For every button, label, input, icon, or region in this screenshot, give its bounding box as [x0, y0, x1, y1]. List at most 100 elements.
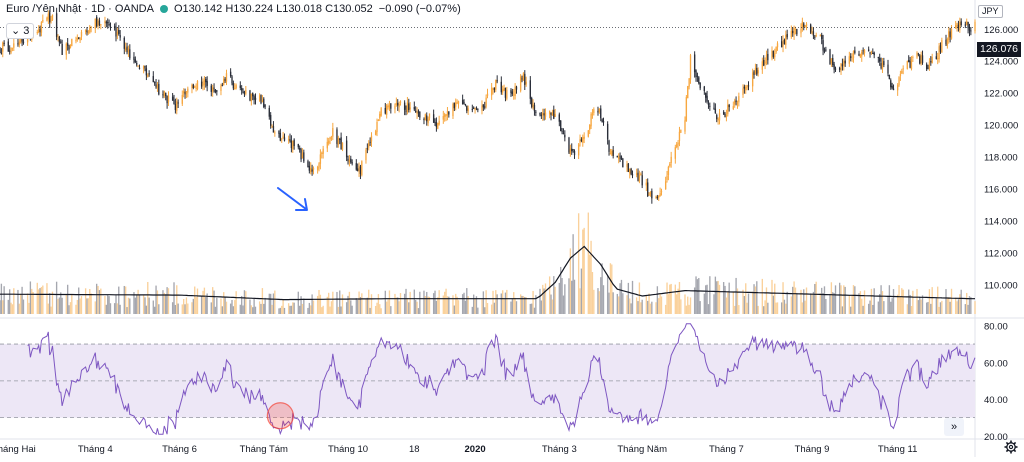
volume-bar — [138, 295, 141, 314]
volume-bar — [684, 294, 686, 314]
volume-bar — [312, 300, 315, 314]
time-axis-tick: 18 — [409, 444, 420, 455]
candle-body — [239, 85, 241, 88]
volume-bar — [695, 276, 697, 314]
candle-body — [299, 148, 301, 150]
volume-bar — [365, 298, 367, 314]
time-axis-tick: Tháng Tám — [240, 444, 288, 455]
volume-bar — [925, 302, 928, 314]
volume-bar — [892, 289, 895, 314]
volume-bar — [369, 307, 371, 314]
candle-body — [815, 35, 817, 37]
rsi-pane[interactable] — [0, 323, 976, 436]
candle-body — [544, 112, 547, 117]
volume-bar — [890, 301, 892, 314]
candle-body — [680, 129, 682, 133]
volume-bar — [790, 296, 793, 314]
volume-bar — [166, 287, 168, 314]
volume-bar — [771, 279, 773, 314]
volume-bar — [403, 293, 406, 314]
candle-body — [242, 91, 244, 93]
volume-bar — [513, 292, 515, 314]
candlesticks[interactable] — [0, 7, 976, 204]
volume-bar — [147, 281, 149, 314]
candle-body — [36, 31, 38, 33]
volume-bar — [416, 301, 418, 314]
candle-body — [531, 98, 533, 107]
candle-body — [109, 26, 112, 28]
volume-bar — [388, 290, 391, 314]
volume-bar — [118, 286, 120, 314]
volume-bar — [231, 299, 233, 314]
candle-body — [55, 13, 58, 37]
volume-bar — [763, 306, 765, 314]
volume-bar — [261, 288, 264, 314]
candle-body — [171, 96, 174, 101]
candle-body — [920, 54, 922, 64]
volume-bar — [709, 276, 711, 314]
candle-body — [519, 76, 522, 91]
volume-bar — [956, 301, 958, 314]
axes: 126.000 124.000 122.000 120.000 118.000 116.0… — [0, 25, 1018, 455]
candle-body — [358, 165, 360, 172]
candle-body — [941, 40, 943, 53]
volume-bar — [308, 302, 311, 314]
volume-bar — [809, 293, 812, 314]
volume-bar — [532, 290, 534, 314]
candle-body — [896, 85, 899, 91]
candle-body — [515, 86, 518, 90]
candle-body — [937, 58, 939, 60]
volume-bar — [368, 289, 370, 314]
volume-bar — [2, 300, 4, 314]
volume-bar — [0, 300, 1, 314]
candle-body — [645, 182, 647, 186]
volume-bar — [655, 302, 657, 314]
candle-body — [206, 81, 208, 86]
volume-bar — [782, 282, 784, 314]
gear-icon[interactable] — [1004, 440, 1018, 454]
candle-body — [550, 112, 552, 116]
volume-bar — [68, 305, 70, 314]
volume-bar — [611, 264, 613, 314]
open-label: O — [173, 3, 183, 15]
volume-bar — [152, 300, 154, 314]
volume-bar — [966, 292, 968, 314]
candle-body — [155, 84, 157, 88]
open-value: 130.142 — [182, 3, 223, 15]
volume-bar — [591, 272, 594, 314]
volume-bar — [728, 282, 730, 314]
candle-body — [928, 61, 931, 69]
candle-body — [582, 137, 584, 143]
candle-body — [312, 167, 315, 170]
volume-bar — [814, 283, 816, 314]
currency-button[interactable]: JPY — [978, 5, 1003, 18]
volume-bar — [292, 302, 294, 314]
candle-body — [260, 95, 262, 104]
volume-bar — [756, 281, 758, 314]
volume-bar — [629, 298, 631, 314]
candle-body — [287, 138, 290, 141]
volume-bar — [850, 306, 852, 314]
candle-body — [819, 35, 822, 37]
volume-bar — [938, 306, 940, 314]
price-axis-tick: 126.000 — [984, 25, 1018, 36]
volume-bar — [830, 282, 833, 314]
volume-bar — [854, 286, 856, 314]
symbol-title[interactable]: Euro /Yên Nhật · 1D · OANDA — [6, 3, 154, 15]
volume-bar — [203, 287, 206, 314]
indicators-toggle-button[interactable]: ⌄ 3 — [6, 23, 35, 39]
volume-bar — [177, 303, 179, 314]
volume-bar — [192, 298, 195, 314]
volume-bar — [572, 234, 574, 314]
volume-bar — [51, 291, 54, 314]
candle-body — [854, 50, 856, 53]
volume-bar — [674, 284, 676, 314]
time-axis-tick: Tháng 7 — [709, 444, 744, 455]
volume-bar — [582, 229, 584, 314]
volume-bar — [29, 281, 32, 314]
volume-bar — [734, 305, 736, 314]
double-chevron-right-icon[interactable]: » — [944, 418, 964, 436]
candle-body — [361, 161, 363, 176]
